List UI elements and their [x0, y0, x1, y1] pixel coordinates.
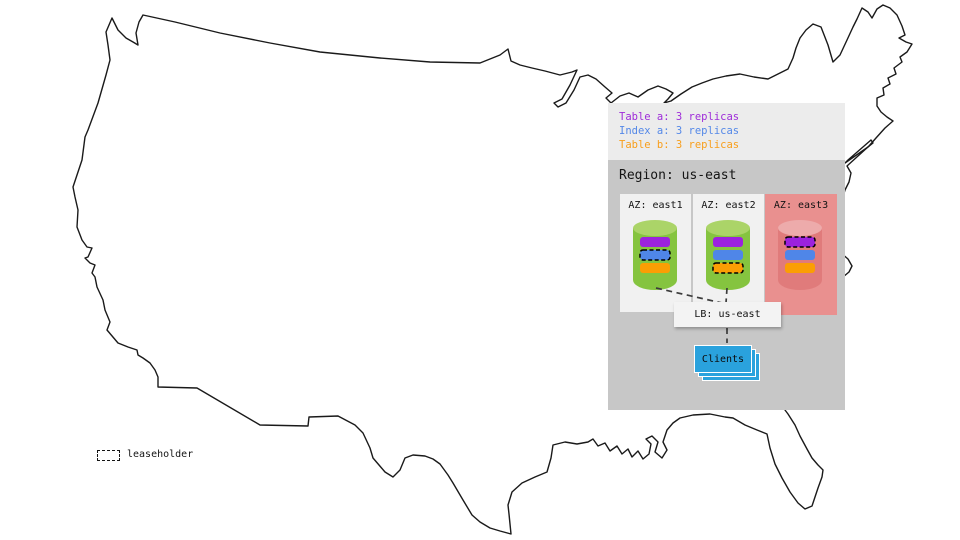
east2-replica-table-b-leaseholder [712, 262, 744, 274]
clients-box: Clients [694, 345, 752, 373]
db-node-east1 [633, 220, 677, 290]
east1-replica-table-a [640, 237, 670, 247]
db-node-east3 [778, 220, 822, 290]
long-island-outline [844, 139, 874, 164]
az-east3: AZ: east3 [765, 194, 837, 315]
east2-replica-table-a [713, 237, 743, 247]
leaseholder-swatch [97, 450, 120, 461]
az-east1: AZ: east1 [620, 194, 691, 312]
clients-label: Clients [701, 353, 745, 365]
legend-item-index-a: Index a: 3 replicas [619, 125, 740, 137]
legend-item-table-b: Table b: 3 replicas [619, 139, 740, 151]
region-title: Region: us-east [619, 168, 737, 183]
us-outline [72, 4, 913, 535]
db-node-east2 [706, 220, 750, 290]
az-east2: AZ: east2 [693, 194, 764, 312]
load-balancer: LB: us-east [674, 302, 781, 327]
az-east3-label: AZ: east3 [773, 200, 829, 211]
az-east1-label: AZ: east1 [628, 200, 683, 211]
east3-replica-index-a [785, 250, 815, 260]
leaseholder-label: leaseholder [127, 449, 194, 460]
clients-stack: Clients [694, 345, 764, 385]
lb-label: LB: us-east [694, 309, 761, 320]
replica-legend: Table a: 3 replicas Index a: 3 replicas … [608, 103, 845, 160]
east2-replica-index-a [713, 250, 743, 260]
east1-replica-index-a-leaseholder [639, 249, 671, 261]
east1-replica-table-b [640, 263, 670, 273]
legend-item-table-a: Table a: 3 replicas [619, 111, 740, 123]
az-east2-label: AZ: east2 [701, 200, 756, 211]
east3-replica-table-a-leaseholder [784, 236, 816, 248]
east3-replica-table-b [785, 263, 815, 273]
